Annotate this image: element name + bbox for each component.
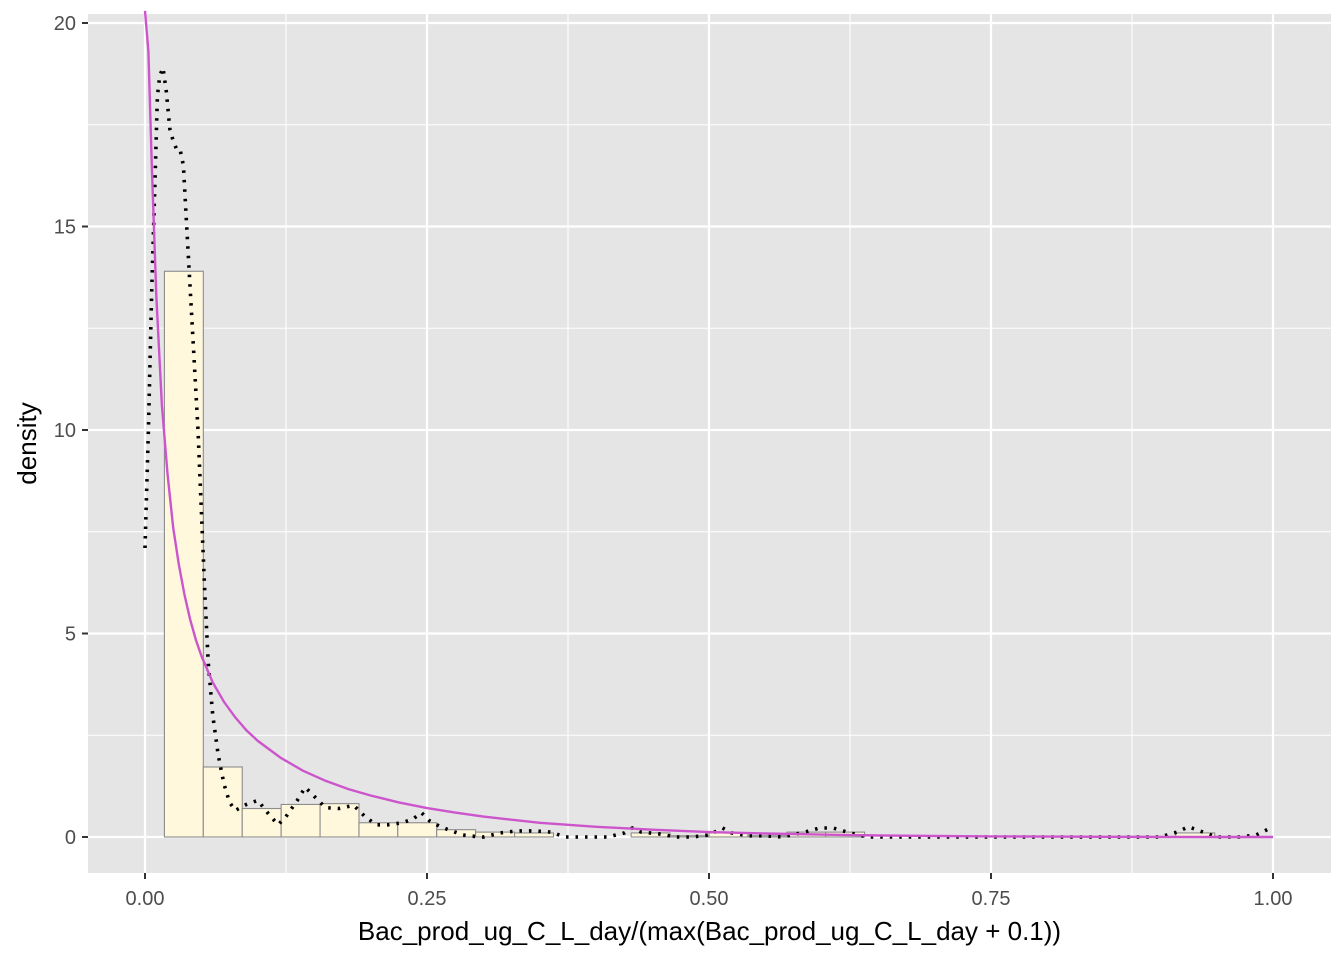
axis-ticks xyxy=(82,22,1274,879)
histogram-bar xyxy=(747,835,788,838)
y-tick-label: 20 xyxy=(54,13,76,35)
histogram-bar xyxy=(513,832,554,838)
histogram-bar xyxy=(475,831,516,838)
x-tick-label: 0.50 xyxy=(690,888,729,910)
x-axis-title: Bac_prod_ug_C_L_day/(max(Bac_prod_ug_C_L… xyxy=(358,916,1061,946)
histogram-bar xyxy=(669,835,710,838)
y-axis-tick-labels: 0 5 10 15 20 xyxy=(54,13,76,849)
y-tick-label: 5 xyxy=(65,624,76,646)
x-tick-label: 0.75 xyxy=(972,888,1011,910)
x-tick-label: 0.25 xyxy=(408,888,447,910)
y-axis-title: density xyxy=(12,402,42,484)
x-tick-label: 1.00 xyxy=(1254,888,1293,910)
x-tick-label: 0.00 xyxy=(126,888,165,910)
x-axis-tick-labels: 0.00 0.25 0.50 0.75 1.00 xyxy=(126,888,1293,910)
histogram-bar xyxy=(241,807,282,838)
histogram-bars xyxy=(163,270,1216,838)
fitted-distribution-curve xyxy=(143,10,1273,839)
kernel-density-curve xyxy=(143,60,1274,839)
histogram-bar xyxy=(163,270,204,838)
y-tick-label: 0 xyxy=(65,827,76,849)
y-tick-label: 10 xyxy=(54,420,76,442)
curves-layer xyxy=(143,10,1274,839)
histogram-bar xyxy=(280,803,321,838)
histogram-bar xyxy=(397,822,438,838)
y-tick-label: 15 xyxy=(54,217,76,239)
